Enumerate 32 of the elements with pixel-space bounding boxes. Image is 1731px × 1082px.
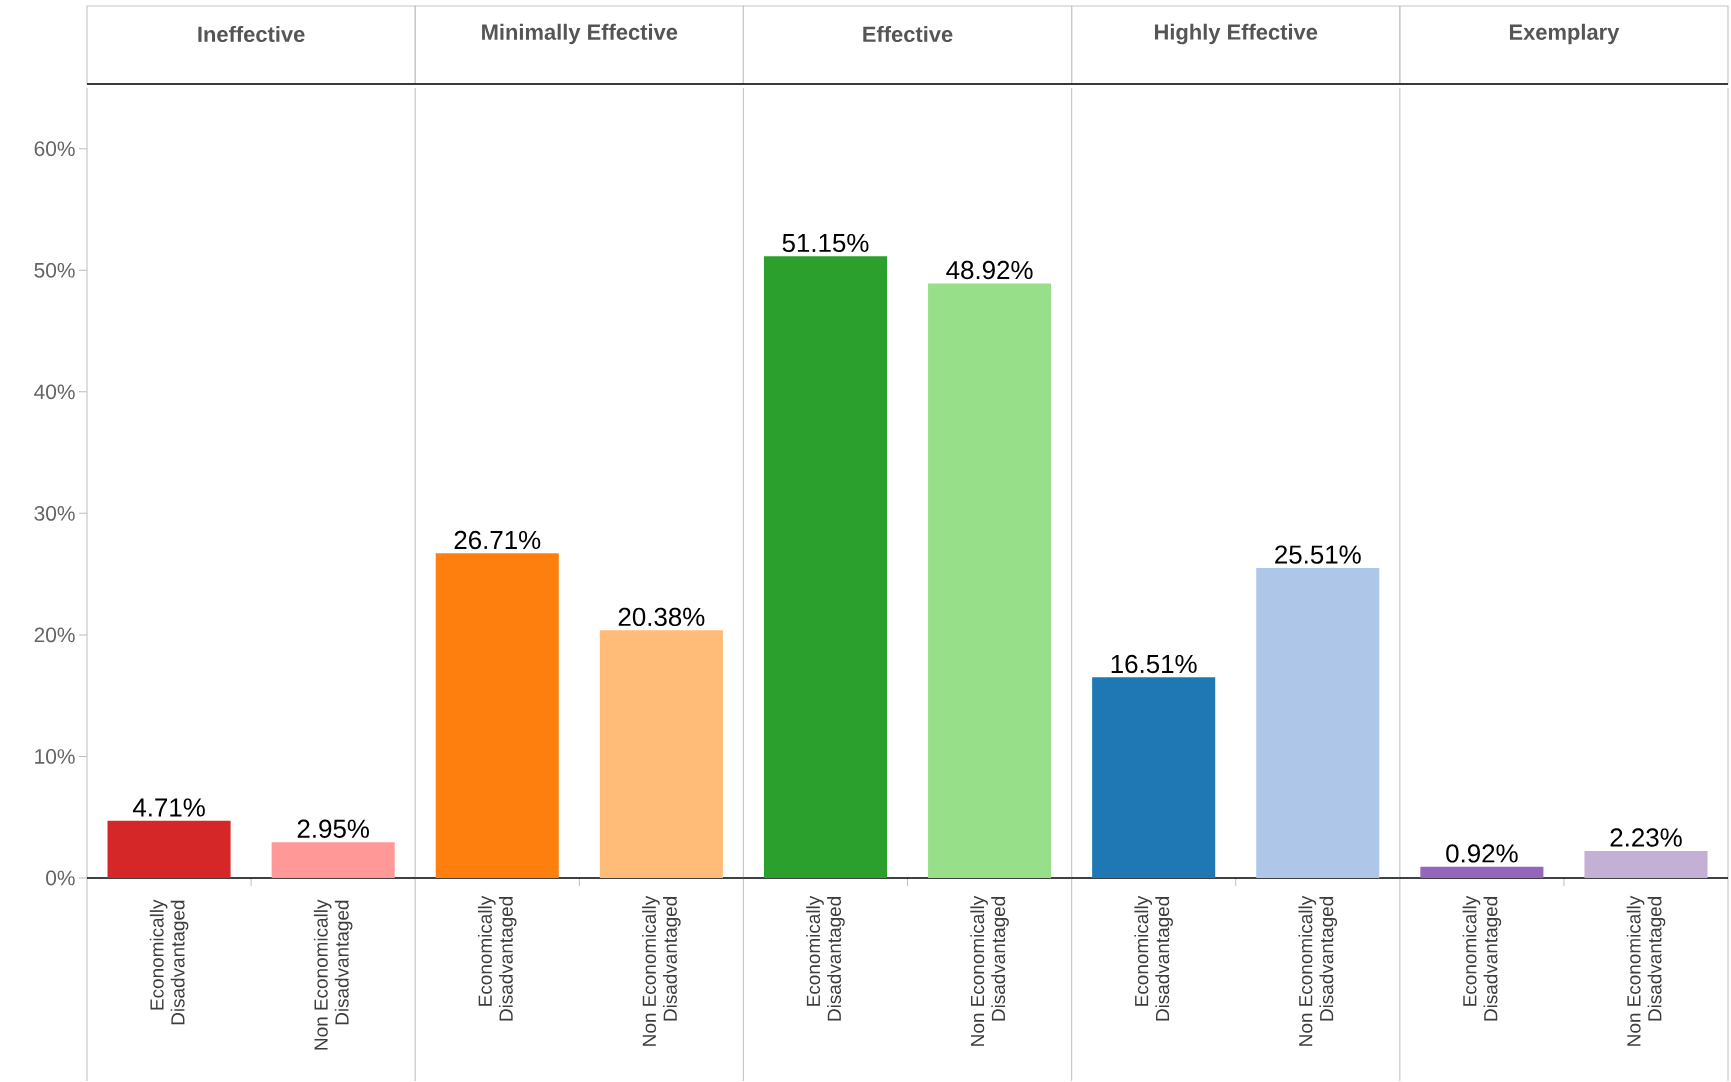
data-label: 2.23% [1610,828,1682,847]
x-tick-label: Economically Disadvantaged [806,896,845,1021]
x-tick-label: Non Economically Disadvantaged [1626,896,1666,1046]
x-tick-label: Non Economically Disadvantaged [642,896,681,1046]
x-tick-label: Economically Disadvantaged [477,896,517,1021]
y-tick-label: 50% [34,263,75,278]
x-tick-label: Non Economically Disadvantaged [313,899,353,1050]
chart-title: Highly Effective [1154,23,1318,45]
data-label: 26.71% [454,531,541,550]
y-tick-label: 30% [34,506,75,521]
chart-title: Exemplary [1509,23,1620,45]
chart-title: Minimally Effective [482,23,678,45]
y-tick-label: 20% [34,627,75,643]
data-label: 48.92% [946,261,1033,280]
data-label: 4.71% [132,798,205,817]
data-label: 20.38% [618,607,705,627]
data-label: 0.92% [1446,844,1518,863]
chart-title: Ineffective [198,26,305,43]
x-tick-label: Economically Disadvantaged [149,899,189,1025]
x-tick-label: Non Economically Disadvantaged [1298,896,1338,1046]
y-tick-label: 40% [34,384,75,400]
data-label: 25.51% [1275,545,1361,564]
x-tick-label: Economically Disadvantaged [1134,896,1173,1021]
y-tick-label: 0% [46,870,75,886]
y-tick-label: 10% [35,749,75,765]
x-tick-label: Economically Disadvantaged [1462,896,1502,1021]
data-label: 51.15% [782,234,869,253]
x-tick-label: Non Economically Disadvantaged [970,896,1009,1046]
data-label: 2.95% [297,819,369,839]
data-label: 16.51% [1111,654,1197,674]
chart-title: Effective [863,26,953,43]
y-tick-label: 60% [34,141,75,157]
